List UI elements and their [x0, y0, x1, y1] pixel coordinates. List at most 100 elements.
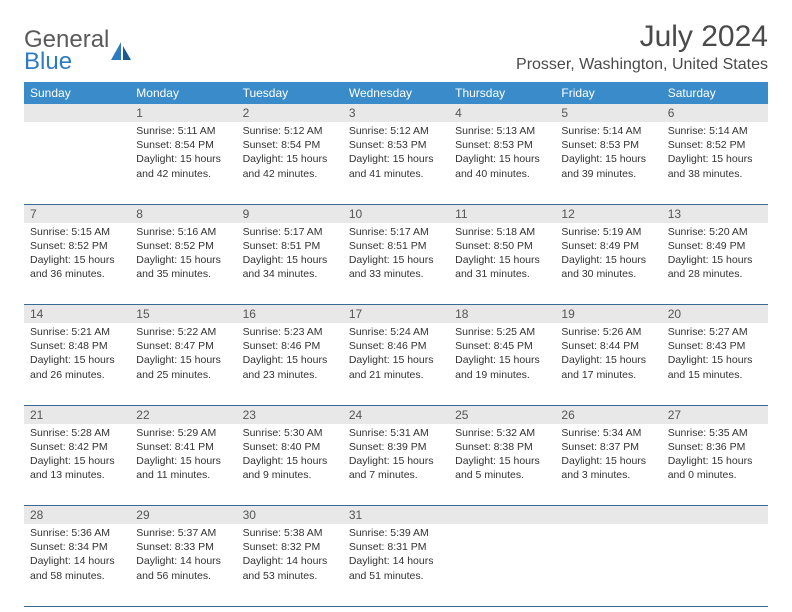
- daylight-text: Daylight: 15 hours and 23 minutes.: [243, 353, 337, 381]
- day-content-cell: [24, 122, 130, 204]
- daylight-text: Daylight: 15 hours and 40 minutes.: [455, 152, 549, 180]
- sunrise-text: Sunrise: 5:17 AM: [349, 225, 443, 239]
- day-number-cell: 2: [237, 104, 343, 122]
- sunrise-text: Sunrise: 5:34 AM: [561, 426, 655, 440]
- sunset-text: Sunset: 8:40 PM: [243, 440, 337, 454]
- day-content-cell: Sunrise: 5:23 AMSunset: 8:46 PMDaylight:…: [237, 323, 343, 405]
- daylight-text: Daylight: 15 hours and 15 minutes.: [668, 353, 762, 381]
- weekday-header: Sunday: [24, 82, 130, 104]
- sunset-text: Sunset: 8:41 PM: [136, 440, 230, 454]
- daylight-text: Daylight: 14 hours and 51 minutes.: [349, 554, 443, 582]
- sunset-text: Sunset: 8:49 PM: [668, 239, 762, 253]
- daylight-text: Daylight: 15 hours and 0 minutes.: [668, 454, 762, 482]
- sunset-text: Sunset: 8:42 PM: [30, 440, 124, 454]
- daylight-text: Daylight: 14 hours and 58 minutes.: [30, 554, 124, 582]
- daylight-text: Daylight: 15 hours and 30 minutes.: [561, 253, 655, 281]
- day-content-row: Sunrise: 5:21 AMSunset: 8:48 PMDaylight:…: [24, 323, 768, 405]
- day-content-cell: Sunrise: 5:18 AMSunset: 8:50 PMDaylight:…: [449, 223, 555, 305]
- day-content-cell: Sunrise: 5:27 AMSunset: 8:43 PMDaylight:…: [662, 323, 768, 405]
- sunrise-text: Sunrise: 5:15 AM: [30, 225, 124, 239]
- day-content-cell: Sunrise: 5:11 AMSunset: 8:54 PMDaylight:…: [130, 122, 236, 204]
- daylight-text: Daylight: 15 hours and 5 minutes.: [455, 454, 549, 482]
- day-number-cell: 20: [662, 305, 768, 324]
- weekday-header: Wednesday: [343, 82, 449, 104]
- daylight-text: Daylight: 15 hours and 21 minutes.: [349, 353, 443, 381]
- sunrise-text: Sunrise: 5:16 AM: [136, 225, 230, 239]
- day-number-cell: 5: [555, 104, 661, 122]
- sunrise-text: Sunrise: 5:37 AM: [136, 526, 230, 540]
- day-content-cell: Sunrise: 5:32 AMSunset: 8:38 PMDaylight:…: [449, 424, 555, 506]
- day-number-cell: 10: [343, 204, 449, 223]
- logo-sail-icon: [111, 42, 133, 60]
- sunset-text: Sunset: 8:45 PM: [455, 339, 549, 353]
- daylight-text: Daylight: 14 hours and 56 minutes.: [136, 554, 230, 582]
- sunset-text: Sunset: 8:47 PM: [136, 339, 230, 353]
- sunset-text: Sunset: 8:53 PM: [455, 138, 549, 152]
- daylight-text: Daylight: 15 hours and 35 minutes.: [136, 253, 230, 281]
- day-number-cell: 4: [449, 104, 555, 122]
- daylight-text: Daylight: 15 hours and 33 minutes.: [349, 253, 443, 281]
- day-number-cell: 6: [662, 104, 768, 122]
- sunset-text: Sunset: 8:50 PM: [455, 239, 549, 253]
- sunrise-text: Sunrise: 5:20 AM: [668, 225, 762, 239]
- weekday-header: Saturday: [662, 82, 768, 104]
- sunset-text: Sunset: 8:51 PM: [349, 239, 443, 253]
- sunrise-text: Sunrise: 5:24 AM: [349, 325, 443, 339]
- day-content-cell: Sunrise: 5:12 AMSunset: 8:54 PMDaylight:…: [237, 122, 343, 204]
- day-content-cell: Sunrise: 5:35 AMSunset: 8:36 PMDaylight:…: [662, 424, 768, 506]
- sunrise-text: Sunrise: 5:19 AM: [561, 225, 655, 239]
- day-content-row: Sunrise: 5:11 AMSunset: 8:54 PMDaylight:…: [24, 122, 768, 204]
- day-number-cell: 12: [555, 204, 661, 223]
- day-content-cell: Sunrise: 5:28 AMSunset: 8:42 PMDaylight:…: [24, 424, 130, 506]
- day-number-cell: 15: [130, 305, 236, 324]
- sunrise-text: Sunrise: 5:23 AM: [243, 325, 337, 339]
- daylight-text: Daylight: 15 hours and 13 minutes.: [30, 454, 124, 482]
- day-content-cell: Sunrise: 5:22 AMSunset: 8:47 PMDaylight:…: [130, 323, 236, 405]
- day-number-cell: 14: [24, 305, 130, 324]
- daylight-text: Daylight: 15 hours and 39 minutes.: [561, 152, 655, 180]
- sunset-text: Sunset: 8:37 PM: [561, 440, 655, 454]
- sunset-text: Sunset: 8:46 PM: [349, 339, 443, 353]
- sunset-text: Sunset: 8:52 PM: [136, 239, 230, 253]
- sunrise-text: Sunrise: 5:14 AM: [668, 124, 762, 138]
- weekday-header: Thursday: [449, 82, 555, 104]
- day-number-cell: 27: [662, 405, 768, 424]
- day-number-cell: 31: [343, 506, 449, 525]
- daylight-text: Daylight: 15 hours and 38 minutes.: [668, 152, 762, 180]
- daylight-text: Daylight: 15 hours and 11 minutes.: [136, 454, 230, 482]
- sunrise-text: Sunrise: 5:21 AM: [30, 325, 124, 339]
- sunrise-text: Sunrise: 5:12 AM: [349, 124, 443, 138]
- daylight-text: Daylight: 15 hours and 31 minutes.: [455, 253, 549, 281]
- daylight-text: Daylight: 15 hours and 42 minutes.: [243, 152, 337, 180]
- day-content-cell: Sunrise: 5:37 AMSunset: 8:33 PMDaylight:…: [130, 524, 236, 606]
- sunrise-text: Sunrise: 5:13 AM: [455, 124, 549, 138]
- day-content-cell: Sunrise: 5:39 AMSunset: 8:31 PMDaylight:…: [343, 524, 449, 606]
- weekday-header: Monday: [130, 82, 236, 104]
- weekday-header-row: SundayMondayTuesdayWednesdayThursdayFrid…: [24, 82, 768, 104]
- day-number-cell: 16: [237, 305, 343, 324]
- sunrise-text: Sunrise: 5:12 AM: [243, 124, 337, 138]
- sunset-text: Sunset: 8:36 PM: [668, 440, 762, 454]
- sunrise-text: Sunrise: 5:25 AM: [455, 325, 549, 339]
- sunset-text: Sunset: 8:33 PM: [136, 540, 230, 554]
- weekday-header: Friday: [555, 82, 661, 104]
- sunrise-text: Sunrise: 5:27 AM: [668, 325, 762, 339]
- day-content-cell: Sunrise: 5:24 AMSunset: 8:46 PMDaylight:…: [343, 323, 449, 405]
- day-content-cell: Sunrise: 5:17 AMSunset: 8:51 PMDaylight:…: [343, 223, 449, 305]
- daylight-text: Daylight: 14 hours and 53 minutes.: [243, 554, 337, 582]
- calendar-table: SundayMondayTuesdayWednesdayThursdayFrid…: [24, 82, 768, 607]
- day-number-cell: 17: [343, 305, 449, 324]
- sunrise-text: Sunrise: 5:26 AM: [561, 325, 655, 339]
- day-number-cell: 13: [662, 204, 768, 223]
- day-number-cell: [449, 506, 555, 525]
- day-number-cell: 21: [24, 405, 130, 424]
- daylight-text: Daylight: 15 hours and 7 minutes.: [349, 454, 443, 482]
- daylight-text: Daylight: 15 hours and 3 minutes.: [561, 454, 655, 482]
- sunset-text: Sunset: 8:44 PM: [561, 339, 655, 353]
- sunset-text: Sunset: 8:46 PM: [243, 339, 337, 353]
- sunrise-text: Sunrise: 5:14 AM: [561, 124, 655, 138]
- day-number-row: 78910111213: [24, 204, 768, 223]
- sunset-text: Sunset: 8:31 PM: [349, 540, 443, 554]
- daylight-text: Daylight: 15 hours and 19 minutes.: [455, 353, 549, 381]
- page-header: General Blue July 2024 Prosser, Washingt…: [24, 20, 768, 76]
